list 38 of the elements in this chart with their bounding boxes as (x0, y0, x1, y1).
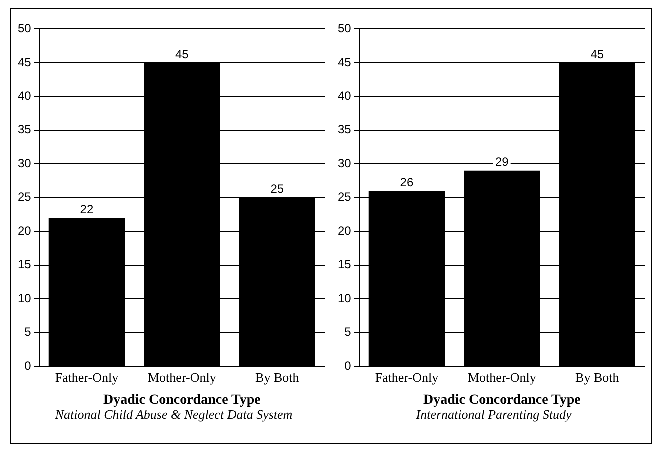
y-tick-label: 10 (18, 291, 32, 306)
y-tick-label: 0 (344, 358, 352, 373)
y-tick-label: 45 (338, 55, 352, 70)
y-tick-label: 30 (18, 156, 32, 170)
text: International Parenting Study (415, 407, 573, 423)
y-tick-label: 20 (18, 224, 32, 238)
data-label: 22 (80, 202, 94, 216)
y-tick-label: 0 (24, 358, 32, 373)
x-tick-label: By Both (576, 370, 620, 385)
x-tick-label: Mother-Only (468, 370, 537, 385)
data-label: 25 (270, 182, 284, 196)
x-tick-label: Father-Only (55, 370, 120, 385)
y-tick-label: 5 (24, 325, 32, 340)
y-tick-label: 35 (18, 122, 32, 137)
data-label: 45 (590, 47, 604, 62)
y-tick-label: 40 (338, 88, 352, 103)
y-tick-label: 20 (338, 224, 352, 238)
x-axis-title: Dyadic Concordance Type (423, 393, 581, 408)
data-label: 45 (175, 47, 190, 62)
y-tick-label: 50 (338, 22, 352, 36)
data-label: 26 (400, 175, 414, 190)
y-tick-label: 30 (338, 156, 352, 170)
x-tick-label: By Both (256, 370, 300, 385)
y-tick-label: 15 (338, 258, 352, 272)
x-tick-label: Father-Only (375, 370, 440, 385)
data-label: 29 (495, 155, 510, 170)
y-tick-label: 25 (338, 190, 352, 204)
text: National Child Abuse & Neglect Data System (54, 407, 294, 423)
y-tick-label: 35 (338, 122, 352, 137)
x-axis-title: Dyadic Concordance Type (103, 393, 261, 408)
y-tick-label: 45 (18, 55, 32, 70)
y-tick-label: 15 (18, 258, 32, 272)
y-tick-label: 10 (338, 291, 352, 306)
y-tick-label: 40 (18, 88, 32, 103)
y-tick-label: 25 (18, 190, 32, 204)
y-tick-label: 5 (344, 325, 352, 340)
x-tick-label: Mother-Only (148, 370, 217, 385)
y-tick-label: 50 (18, 22, 32, 36)
